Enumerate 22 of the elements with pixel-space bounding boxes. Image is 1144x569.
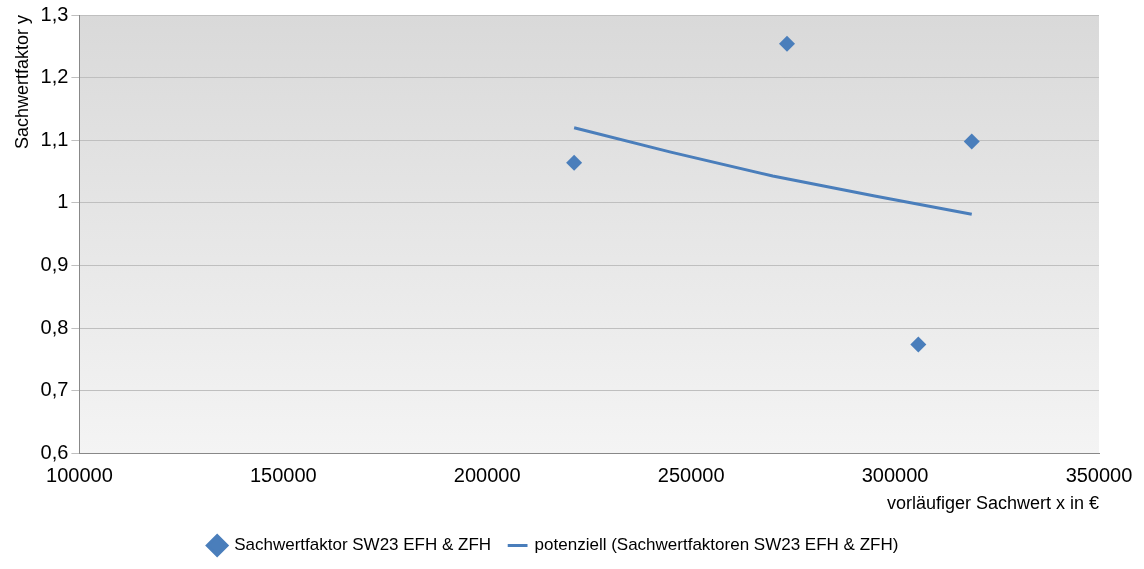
- y-axis-title: Sachwertfaktor y: [11, 15, 32, 150]
- point: [963, 133, 980, 150]
- y-tick-label: 1,2: [40, 65, 69, 88]
- legend-label: potenziell (Sachwertfaktoren SW23 EFH & ZFH): [534, 535, 899, 555]
- y-tick-label: 1: [57, 190, 69, 213]
- point: [779, 35, 795, 52]
- legend-label: Sachwertfaktor SW23 EFH & ZFH: [234, 535, 492, 555]
- x-axis-title: vorläufiger Sachwert x in €: [886, 493, 1099, 514]
- point: [566, 154, 583, 171]
- y-tick-label: 1,3: [40, 2, 69, 25]
- x-tick-label: 300000: [861, 463, 929, 486]
- x-tick-label: 100000: [46, 463, 113, 486]
- y-tick-label: 0,6: [40, 440, 69, 463]
- y-tick-label: 0,8: [40, 315, 69, 338]
- x-tick-label: 350000: [1065, 463, 1133, 486]
- x-tick-label: 200000: [453, 463, 521, 486]
- point: [910, 336, 927, 353]
- x-tick-label: 150000: [249, 463, 317, 486]
- x-tick-label: 250000: [657, 463, 725, 486]
- y-tick-label: 1,1: [40, 127, 69, 150]
- y-tick-label: 0,9: [40, 253, 69, 276]
- y-tick-label: 0,7: [40, 378, 69, 401]
